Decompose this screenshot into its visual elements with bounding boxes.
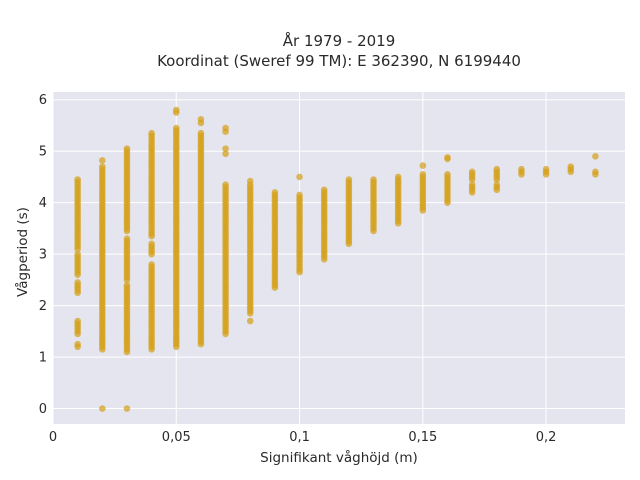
data-point (74, 340, 81, 348)
data-point (74, 279, 81, 286)
data-point (74, 317, 81, 325)
y-tick-label: 2 (39, 299, 47, 314)
data-point (444, 171, 451, 178)
y-tick-label: 1 (39, 351, 47, 366)
data-point (123, 405, 131, 412)
data-point (419, 171, 427, 178)
data-point (222, 124, 229, 132)
data-point (123, 235, 131, 242)
data-point (296, 173, 303, 181)
y-tick-label: 5 (39, 145, 47, 160)
data-point (74, 176, 81, 183)
chart-title-line2: Koordinat (Sweref 99 TM): E 362390, N 61… (157, 52, 521, 70)
plot-area (53, 92, 625, 424)
x-tick-label: 0,2 (536, 430, 557, 445)
data-point (444, 154, 451, 161)
x-axis-ticks: 0 0,05 0,1 0,15 0,2 (49, 430, 557, 445)
y-axis-title: Vågperiod (s) (14, 207, 31, 297)
data-point (567, 163, 575, 170)
data-point (99, 405, 106, 412)
x-tick-label: 0,05 (162, 430, 191, 445)
data-point (123, 145, 131, 152)
data-point (222, 150, 229, 158)
data-point (493, 181, 501, 188)
data-point (468, 181, 476, 188)
data-point (148, 129, 155, 137)
data-point (592, 153, 599, 160)
data-point (419, 162, 427, 169)
data-point (592, 168, 599, 176)
x-tick-label: 0,15 (408, 430, 437, 445)
data-point (518, 165, 525, 173)
data-point (394, 173, 402, 181)
data-point (271, 189, 279, 196)
y-axis-ticks: 0 1 2 3 4 5 6 (39, 93, 47, 417)
data-point (197, 129, 205, 137)
data-point (74, 250, 81, 258)
y-tick-label: 6 (39, 93, 47, 108)
data-point (222, 145, 229, 152)
data-point (148, 261, 155, 268)
y-tick-label: 4 (39, 196, 47, 211)
data-point (296, 191, 303, 199)
data-points (74, 106, 599, 412)
data-point (370, 176, 377, 183)
chart-title-line1: År 1979 - 2019 (283, 31, 396, 50)
data-point (320, 186, 328, 194)
data-point (123, 281, 131, 289)
y-tick-label: 0 (39, 402, 47, 417)
data-point (246, 317, 254, 325)
data-point (542, 165, 550, 173)
data-point (222, 181, 229, 188)
data-point (99, 163, 106, 170)
x-tick-label: 0 (49, 430, 57, 445)
x-axis-title: Signifikant våghöjd (m) (260, 449, 418, 466)
data-point (99, 157, 106, 164)
data-point (172, 106, 180, 114)
data-point (172, 124, 180, 132)
data-point (148, 240, 155, 248)
x-tick-label: 0,1 (289, 430, 310, 445)
data-point (246, 177, 254, 185)
data-point (197, 115, 205, 123)
data-point (468, 168, 476, 176)
data-point (493, 165, 501, 173)
data-point (345, 176, 353, 183)
y-tick-label: 3 (39, 248, 47, 263)
